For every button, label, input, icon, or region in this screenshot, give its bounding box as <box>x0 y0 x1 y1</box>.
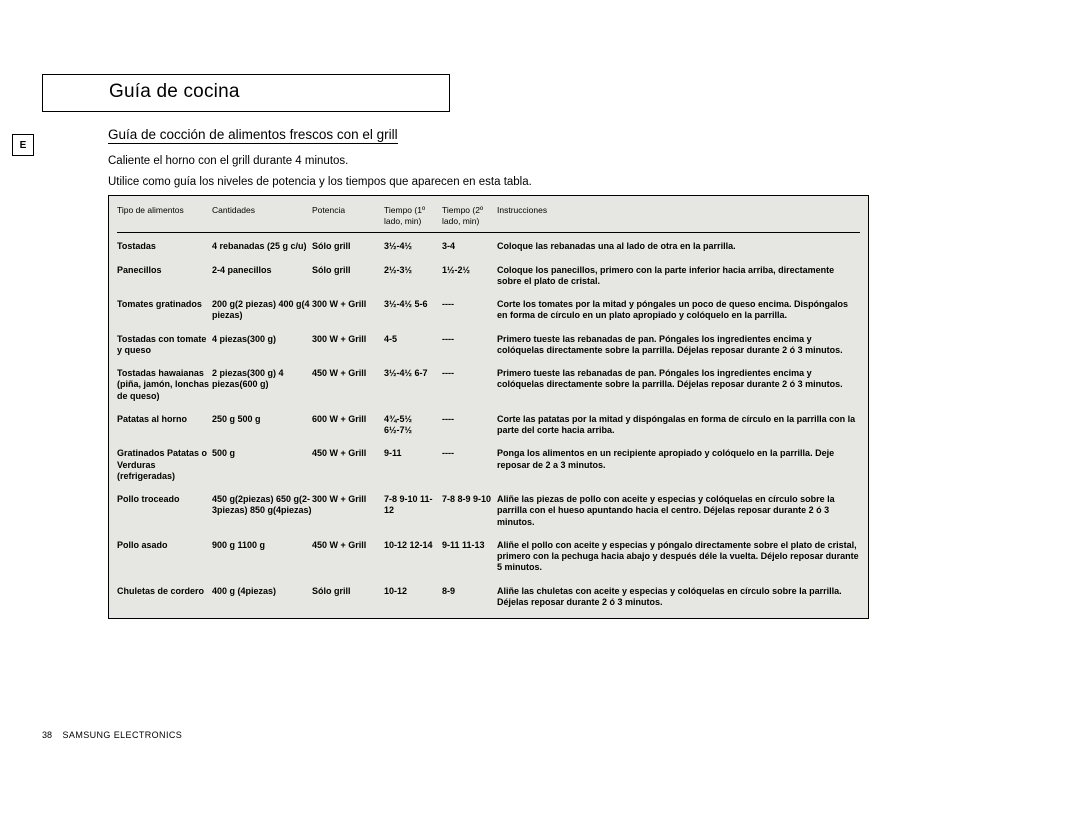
cell-food: Pollo troceado <box>117 494 212 505</box>
cell-power: 450 W + Grill <box>312 368 384 379</box>
col-food: Tipo de alimentos <box>117 205 212 216</box>
cell-time1: 4¾-5½ 6½-7½ <box>384 414 442 437</box>
cell-instr: Coloque los panecillos, primero con la p… <box>497 265 860 288</box>
cell-qty: 250 g 500 g <box>212 414 312 425</box>
cell-time2: 3-4 <box>442 241 497 252</box>
cell-instr: Primero tueste las rebanadas de pan. Pón… <box>497 334 860 357</box>
page: Guía de cocina E Guía de cocción de alim… <box>42 74 1037 619</box>
cell-time2: 9-11 11-13 <box>442 540 497 551</box>
table-header: Tipo de alimentos Cantidades Potencia Ti… <box>117 202 860 229</box>
cell-instr: Aliñe el pollo con aceite y especias y p… <box>497 540 860 574</box>
cell-qty: 2 piezas(300 g) 4 piezas(600 g) <box>212 368 312 391</box>
cell-power: 450 W + Grill <box>312 448 384 459</box>
cell-power: 300 W + Grill <box>312 299 384 310</box>
cell-time1: 9-11 <box>384 448 442 459</box>
table-row: Tomates gratinados200 g(2 piezas) 400 g(… <box>117 296 860 325</box>
cell-power: 450 W + Grill <box>312 540 384 551</box>
cell-instr: Aliñe las piezas de pollo con aceite y e… <box>497 494 860 528</box>
cell-instr: Corte los tomates por la mitad y póngale… <box>497 299 860 322</box>
brand-name: SAMSUNG ELECTRONICS <box>63 730 183 740</box>
cell-qty: 2-4 panecillos <box>212 265 312 276</box>
table-row: Panecillos2-4 panecillosSólo grill2½-3½1… <box>117 262 860 291</box>
table-row: Pollo troceado450 g(2piezas) 650 g(2-3pi… <box>117 491 860 531</box>
cell-time2: 1½-2½ <box>442 265 497 276</box>
cell-food: Patatas al horno <box>117 414 212 425</box>
cell-power: Sólo grill <box>312 265 384 276</box>
cell-time2: ---- <box>442 368 497 379</box>
cell-time1: 4-5 <box>384 334 442 345</box>
cell-time2: ---- <box>442 448 497 459</box>
cell-time1: 3½-4½ <box>384 241 442 252</box>
cell-instr: Ponga los alimentos en un recipiente apr… <box>497 448 860 471</box>
cell-food: Tomates gratinados <box>117 299 212 310</box>
cell-food: Tostadas hawaianas (piña, jamón, lonchas… <box>117 368 212 402</box>
cell-time2: ---- <box>442 334 497 345</box>
section: Guía de cocción de alimentos frescos con… <box>42 126 1037 619</box>
cell-instr: Corte las patatas por la mitad y dispóng… <box>497 414 860 437</box>
cell-time2: 7-8 8-9 9-10 <box>442 494 497 505</box>
cell-food: Pollo asado <box>117 540 212 551</box>
section-heading: Guía de cocción de alimentos frescos con… <box>108 127 398 144</box>
title-box: Guía de cocina <box>42 74 450 112</box>
cell-time1: 3½-4½ 6-7 <box>384 368 442 379</box>
header-rule <box>117 232 860 233</box>
cell-power: 300 W + Grill <box>312 494 384 505</box>
cell-power: Sólo grill <box>312 241 384 252</box>
page-footer: 38 SAMSUNG ELECTRONICS <box>42 730 182 740</box>
cell-power: 300 W + Grill <box>312 334 384 345</box>
cell-power: 600 W + Grill <box>312 414 384 425</box>
cell-time1: 3½-4½ 5-6 <box>384 299 442 310</box>
rows-container: Tostadas4 rebanadas (25 g c/u)Sólo grill… <box>117 238 860 611</box>
cell-qty: 400 g (4piezas) <box>212 586 312 597</box>
table-row: Tostadas con tomate y queso4 piezas(300 … <box>117 331 860 360</box>
table-row: Pollo asado900 g 1100 g450 W + Grill10-1… <box>117 537 860 577</box>
cell-instr: Aliñe las chuletas con aceite y especias… <box>497 586 860 609</box>
col-qty: Cantidades <box>212 205 312 216</box>
col-instr: Instrucciones <box>497 205 860 216</box>
cell-time1: 7-8 9-10 11-12 <box>384 494 442 517</box>
cell-qty: 500 g <box>212 448 312 459</box>
col-time2: Tiempo (2º lado, min) <box>442 205 497 226</box>
cell-food: Tostadas con tomate y queso <box>117 334 212 357</box>
intro-line-2: Utilice como guía los niveles de potenci… <box>108 175 1037 191</box>
cell-food: Tostadas <box>117 241 212 252</box>
intro-line-1: Caliente el horno con el grill durante 4… <box>108 154 1037 170</box>
cell-food: Panecillos <box>117 265 212 276</box>
cell-qty: 900 g 1100 g <box>212 540 312 551</box>
cell-power: Sólo grill <box>312 586 384 597</box>
table-row: Tostadas4 rebanadas (25 g c/u)Sólo grill… <box>117 238 860 255</box>
cell-qty: 200 g(2 piezas) 400 g(4 piezas) <box>212 299 312 322</box>
cell-qty: 450 g(2piezas) 650 g(2-3piezas) 850 g(4p… <box>212 494 312 517</box>
grill-table: Tipo de alimentos Cantidades Potencia Ti… <box>108 195 869 619</box>
cell-qty: 4 rebanadas (25 g c/u) <box>212 241 312 252</box>
table-row: Gratinados Patatas o Verduras (refrigera… <box>117 445 860 485</box>
page-title: Guía de cocina <box>109 81 240 102</box>
cell-food: Gratinados Patatas o Verduras (refrigera… <box>117 448 212 482</box>
cell-time2: ---- <box>442 299 497 310</box>
cell-instr: Primero tueste las rebanadas de pan. Pón… <box>497 368 860 391</box>
col-time1: Tiempo (1º lado, min) <box>384 205 442 226</box>
cell-time2: ---- <box>442 414 497 425</box>
cell-qty: 4 piezas(300 g) <box>212 334 312 345</box>
cell-time2: 8-9 <box>442 586 497 597</box>
col-power: Potencia <box>312 205 384 216</box>
language-badge: E <box>12 134 34 156</box>
cell-time1: 2½-3½ <box>384 265 442 276</box>
table-row: Chuletas de cordero400 g (4piezas)Sólo g… <box>117 583 860 612</box>
page-number: 38 <box>42 730 52 740</box>
table-row: Patatas al horno250 g 500 g600 W + Grill… <box>117 411 860 440</box>
table-row: Tostadas hawaianas (piña, jamón, lonchas… <box>117 365 860 405</box>
cell-food: Chuletas de cordero <box>117 586 212 597</box>
cell-instr: Coloque las rebanadas una al lado de otr… <box>497 241 860 252</box>
cell-time1: 10-12 <box>384 586 442 597</box>
cell-time1: 10-12 12-14 <box>384 540 442 551</box>
